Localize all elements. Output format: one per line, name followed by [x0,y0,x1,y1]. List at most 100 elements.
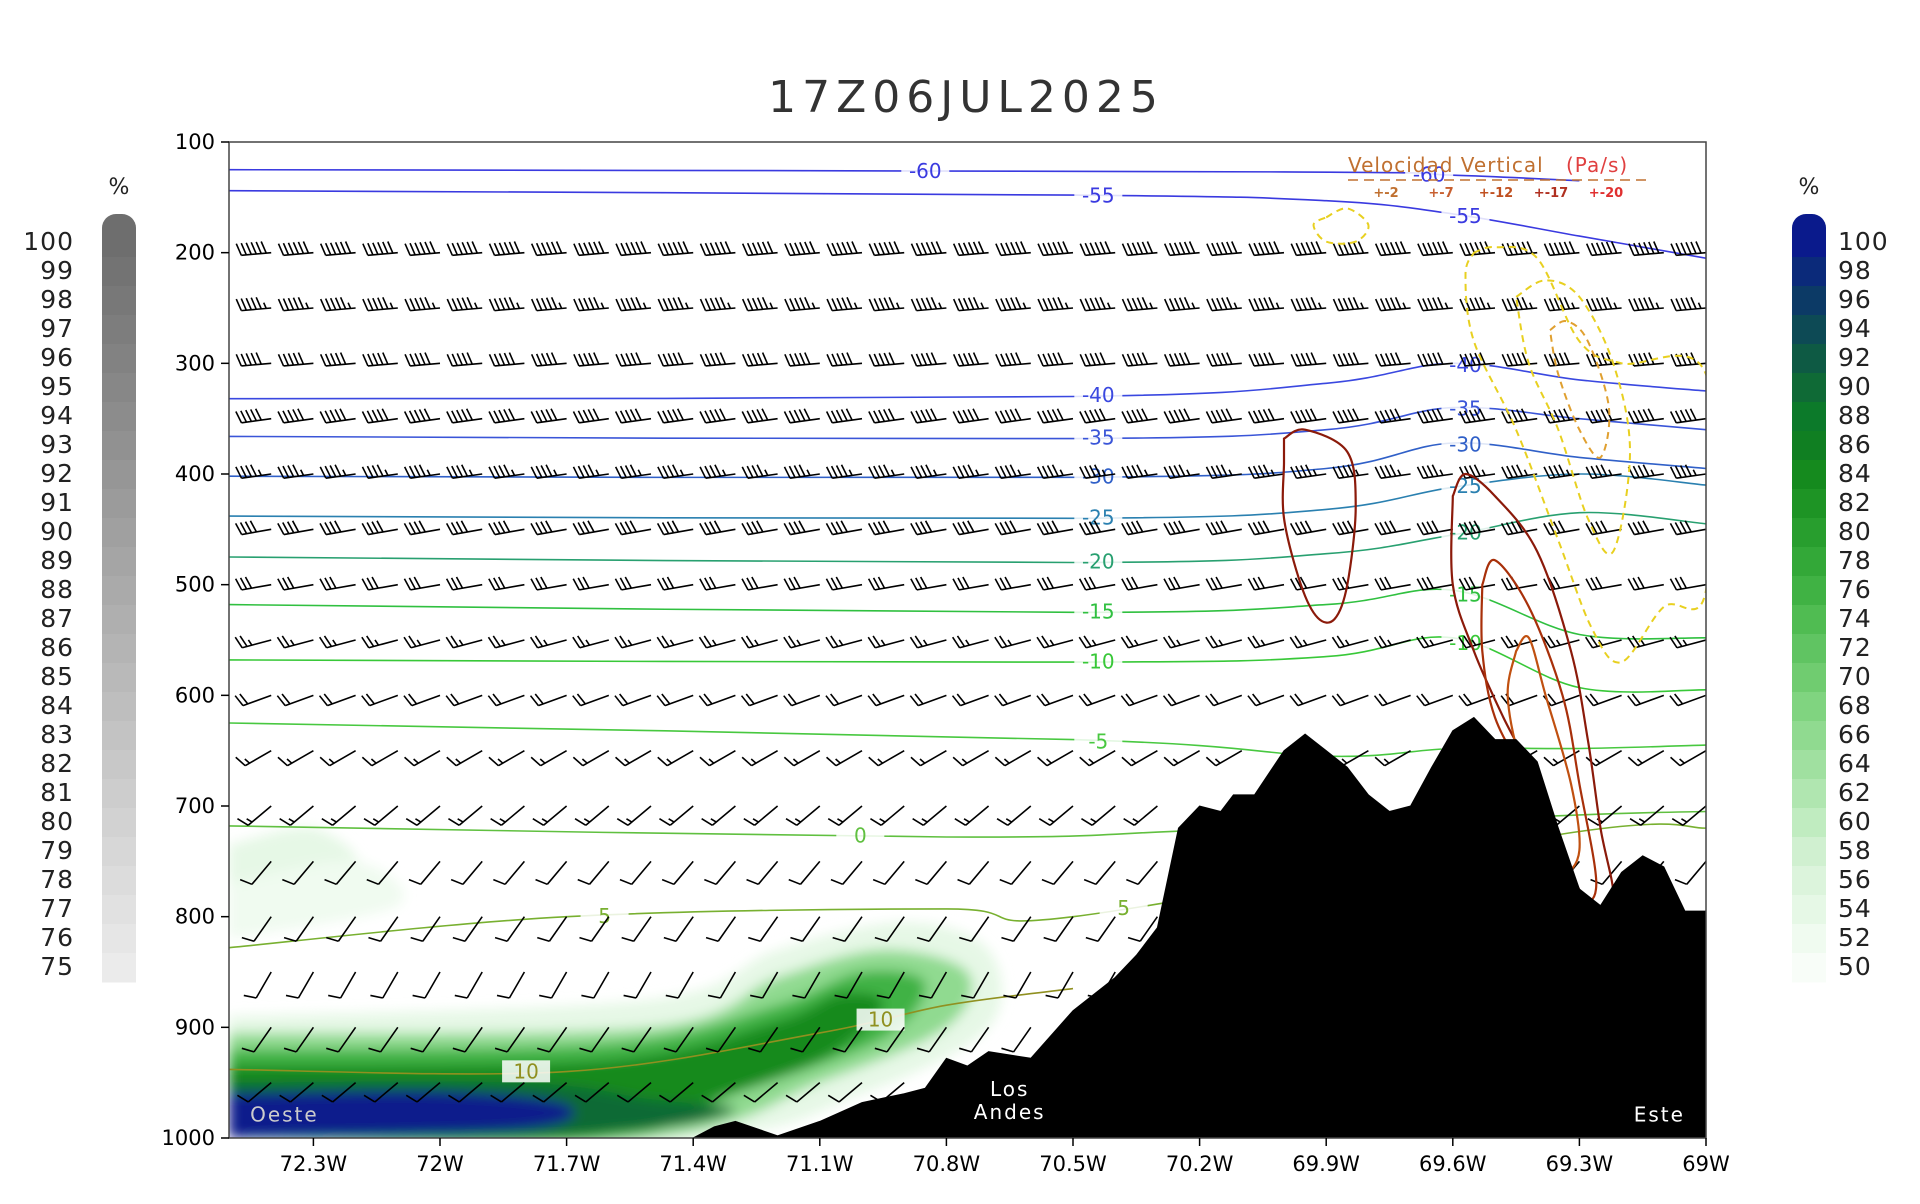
wind-barb [1037,241,1074,257]
colorbar-swatch [1792,257,1826,287]
wind-barb [1205,520,1242,536]
wind-barb [445,635,483,649]
wind-barb [995,241,1031,257]
wind-barb [404,296,441,312]
colorbar-label: 72 [1838,633,1872,662]
wind-barb [614,693,652,707]
colorbar-swatch [1792,228,1826,258]
wind-barb [1584,693,1622,707]
wind-barb [493,860,526,886]
colorbar-label: 56 [1838,865,1872,894]
wind-barb [283,1026,315,1053]
wind-barb [277,296,314,312]
wind-barb [784,352,820,367]
wind-barb [403,576,441,591]
upward-velocity-contour [1281,428,1357,624]
colorbar-label: 84 [40,691,74,720]
wind-barb [1543,241,1580,257]
wind-barb [1163,296,1200,312]
wind-barb [705,916,737,943]
wind-barb [910,749,947,767]
colorbar-swatch [1792,663,1826,693]
wind-barb [530,749,567,767]
wind-barb [1669,408,1706,424]
wind-barb [615,241,652,257]
colorbar-label: 60 [1838,807,1872,836]
wind-barb [579,916,610,943]
colorbar-swatch [1792,634,1826,664]
wind-barb [659,805,694,826]
wind-barb [746,860,779,886]
wind-barb [1083,860,1116,886]
wind-barb [792,971,821,999]
temperature-label: 10 [513,1059,538,1083]
colorbar-swatch [1792,489,1826,519]
x-tick-label: 72W [416,1152,464,1176]
wind-barb [741,749,778,767]
wind-barb [952,241,989,257]
wind-barb [1628,352,1664,367]
wind-barb [826,352,863,367]
wind-barb [368,1026,399,1053]
wind-barb [1247,520,1285,536]
wind-barb [952,749,989,767]
terrain-label: Andes [974,1100,1046,1124]
wind-barb [1627,408,1664,424]
wind-barb [277,408,314,424]
wind-barb [1163,576,1200,591]
wind-barb [1205,635,1243,649]
wind-barb [614,576,652,591]
wind-barb [530,576,567,591]
colorbar-label: 58 [1838,836,1872,865]
wind-barb [614,464,652,479]
wind-barb [1036,635,1074,649]
wind-barb [408,860,441,886]
wind-barb [319,749,357,767]
colorbar-swatch [102,402,136,432]
wind-barb [488,520,525,536]
wind-barb [1417,296,1453,312]
colorbar-swatch [1792,924,1826,954]
y-tick-label: 600 [175,683,215,707]
temperature-label: -60 [1413,163,1446,187]
wind-barb [530,408,567,424]
wind-barb [1331,635,1369,649]
wind-barb [952,576,989,591]
wind-barb [235,749,272,767]
wind-barb [912,805,947,826]
wind-barb [656,635,694,649]
wind-barb [1248,352,1285,367]
wind-barb [1417,352,1453,367]
temperature-label: 10 [868,1008,893,1032]
colorbar-swatch [102,518,136,548]
wind-barb [1458,520,1496,536]
wind-barb [1163,408,1200,424]
wind-barb [239,860,272,886]
wind-barb [699,352,736,367]
y-tick-label: 200 [175,241,215,265]
x-tick-label: 70.8W [913,1152,981,1176]
colorbar-swatch [1792,576,1826,606]
colorbar-swatch [102,344,136,374]
wind-barb [910,352,947,367]
wind-barb [1585,464,1622,479]
wind-barb [1289,693,1327,707]
colorbar-swatch [102,460,136,490]
wind-barb [1627,693,1665,707]
wind-barb [748,1026,779,1053]
wind-barb [530,464,567,479]
wind-barb [834,971,863,999]
wind-barb [445,576,483,591]
colorbar-label: 86 [40,633,74,662]
temperature-label: 5 [598,904,611,928]
wind-barb [783,408,820,424]
temperature-contour [229,987,1074,1075]
wind-barb [488,352,525,367]
wind-barb [1543,352,1580,367]
colorbar-swatch [102,489,136,519]
wind-barb [623,971,652,999]
wind-barb [1205,464,1242,479]
wind-barb [1459,241,1496,257]
y-tick-label: 300 [175,351,215,375]
wind-barb [1041,860,1074,886]
